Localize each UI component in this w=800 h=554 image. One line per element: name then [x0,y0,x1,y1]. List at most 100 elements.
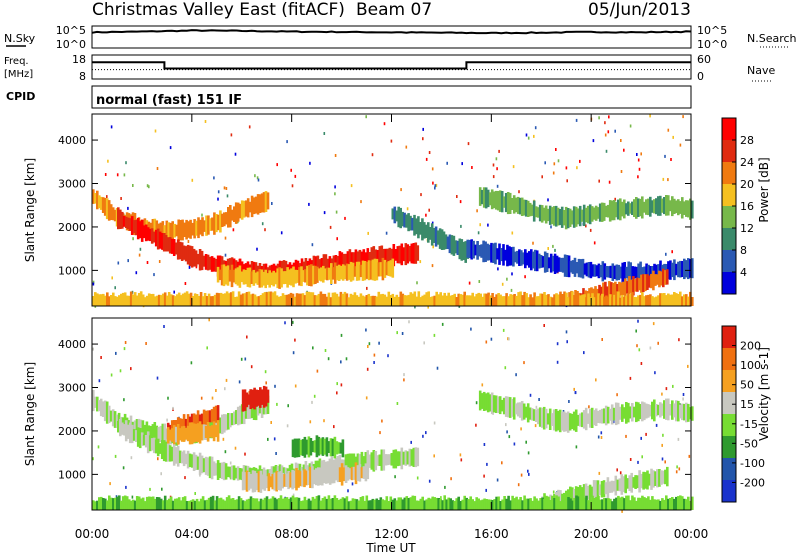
scatter-cell [511,272,513,276]
scatter-cell [495,157,498,161]
scatter-cell [200,396,203,400]
range-cell [317,495,321,510]
range-cell [438,228,442,249]
range-cell [209,496,213,510]
scatter-cell [672,135,674,139]
range-cell [545,294,548,306]
range-cell [371,498,375,510]
range-cell [145,295,149,306]
range-cell [467,499,470,510]
range-cell [302,261,306,276]
range-cell [545,500,548,510]
range-cell [645,199,648,215]
range-cell [655,198,658,215]
range-cell [140,219,144,242]
scatter-cell [340,383,343,387]
scatter-cell [248,125,251,129]
scatter-cell [486,462,488,466]
scatter-cell [367,345,369,348]
scatter-cell [127,259,129,263]
range-cell [400,243,404,266]
range-cell [240,271,244,283]
range-cell [667,398,670,421]
range-cell [217,293,221,306]
range-cell [166,427,170,444]
range-cell [630,472,633,493]
range-cell [529,498,532,510]
range-cell [348,453,352,476]
range-cell [159,222,163,238]
range-cell [96,500,99,510]
range-cell [590,206,594,222]
range-cell [391,293,395,306]
range-cell [168,445,172,462]
range-cell [655,404,658,417]
scatter-cell [434,186,436,190]
range-cell [346,251,350,271]
range-cell [305,291,309,306]
scatter-cell [194,492,196,495]
range-cell [160,440,164,459]
scatter-cell [511,231,514,235]
range-cell [405,496,409,510]
scatter-cell [485,488,487,492]
range-cell [585,495,588,510]
scatter-cell [475,401,478,405]
range-cell [503,296,506,306]
range-cell [103,400,107,422]
range-cell [216,420,220,442]
scatter-cell [119,369,122,373]
range-cell [594,205,598,221]
range-cell [534,206,538,218]
range-cell [137,293,141,306]
x-tick-label: 16:00 [474,527,509,541]
range-cell [250,402,254,419]
range-cell [492,191,496,209]
range-cell [483,498,486,510]
range-cell [218,462,222,478]
range-cell [567,255,571,278]
scatter-cell [256,247,258,251]
scatter-cell [206,346,208,350]
range-cell [545,252,549,272]
colorbar-tick-label: 15 [740,398,754,411]
range-cell [569,486,572,509]
range-cell [305,439,309,455]
range-cell [421,496,424,510]
range-cell [179,220,182,241]
range-cell [412,243,416,264]
range-cell [195,498,199,510]
scatter-cell [520,473,523,477]
range-cell [94,193,97,204]
range-cell [167,498,171,510]
scatter-cell [434,184,437,188]
range-cell [585,297,588,306]
range-cell [647,404,650,418]
scatter-cell [485,340,488,344]
range-cell [246,198,250,218]
range-cell [250,195,254,218]
range-cell [498,396,502,415]
scatter-cell [229,476,232,480]
range-cell [92,189,95,204]
range-cell [174,447,178,464]
range-cell [283,294,287,306]
range-cell [175,498,179,510]
range-cell [411,495,415,510]
range-cell [582,410,586,429]
range-cell [337,499,341,510]
range-cell [339,498,343,510]
scatter-cell [396,402,399,405]
range-cell [654,471,657,486]
range-cell [414,242,418,264]
range-cell [522,403,526,420]
range-cell [532,251,535,269]
range-cell [653,499,656,510]
range-cell [610,404,614,425]
scatter-cell [481,383,484,387]
colorbar-tick-label: 20 [740,178,754,191]
range-cell [429,296,432,306]
range-cell [575,262,579,274]
scatter-cell [532,241,534,245]
range-cell [384,454,388,466]
